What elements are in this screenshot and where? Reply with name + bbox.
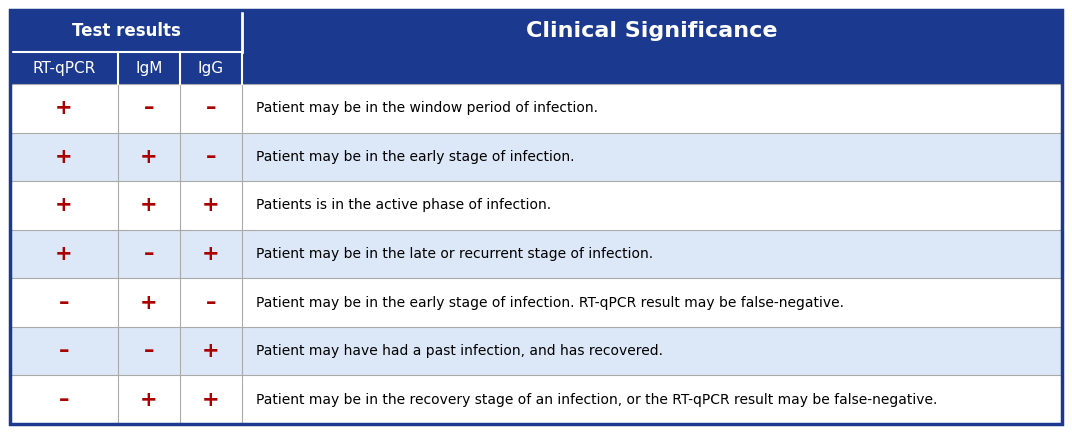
Bar	[242, 181, 1062, 230]
Bar	[10, 52, 118, 84]
Bar	[180, 327, 242, 375]
Bar	[242, 132, 1062, 181]
Text: +: +	[203, 390, 220, 410]
Text: Patient may be in the window period of infection.: Patient may be in the window period of i…	[256, 101, 598, 115]
Bar	[10, 327, 118, 375]
Text: –: –	[144, 244, 154, 264]
Bar	[10, 230, 118, 278]
Bar	[118, 132, 180, 181]
Bar	[242, 230, 1062, 278]
Bar	[180, 230, 242, 278]
Bar	[242, 10, 1062, 52]
Text: Patient may be in the recovery stage of an infection, or the RT-qPCR result may : Patient may be in the recovery stage of …	[256, 393, 937, 407]
Text: –: –	[206, 293, 217, 312]
Bar	[10, 84, 118, 132]
Text: +: +	[203, 341, 220, 361]
Bar	[242, 327, 1062, 375]
Text: +: +	[55, 98, 73, 118]
Text: Patients is in the active phase of infection.: Patients is in the active phase of infec…	[256, 198, 551, 212]
Text: +: +	[140, 390, 158, 410]
Bar	[180, 278, 242, 327]
Text: RT-qPCR: RT-qPCR	[32, 60, 95, 76]
Text: –: –	[144, 98, 154, 118]
Bar	[180, 84, 242, 132]
Bar	[118, 52, 180, 84]
Bar	[180, 52, 242, 84]
Bar	[118, 84, 180, 132]
Bar	[118, 375, 180, 424]
Bar	[180, 181, 242, 230]
Bar	[118, 327, 180, 375]
Bar	[10, 278, 118, 327]
Bar	[242, 278, 1062, 327]
Text: –: –	[59, 341, 70, 361]
Text: –: –	[206, 98, 217, 118]
Text: –: –	[59, 293, 70, 312]
Bar	[242, 375, 1062, 424]
Text: +: +	[203, 244, 220, 264]
Text: Patient may be in the early stage of infection. RT-qPCR result may be false-nega: Patient may be in the early stage of inf…	[256, 296, 844, 309]
Bar	[118, 278, 180, 327]
Bar	[10, 132, 118, 181]
Text: +: +	[203, 195, 220, 215]
Text: Patient may be in the late or recurrent stage of infection.: Patient may be in the late or recurrent …	[256, 247, 653, 261]
Text: +: +	[140, 147, 158, 167]
Text: IgG: IgG	[198, 60, 224, 76]
Bar	[180, 375, 242, 424]
Text: Patient may be in the early stage of infection.: Patient may be in the early stage of inf…	[256, 150, 575, 164]
Text: –: –	[206, 147, 217, 167]
Bar	[242, 84, 1062, 132]
Bar	[242, 52, 1062, 84]
Text: Patient may have had a past infection, and has recovered.: Patient may have had a past infection, a…	[256, 344, 662, 358]
Text: Test results: Test results	[72, 22, 180, 40]
Bar	[118, 230, 180, 278]
Text: IgM: IgM	[135, 60, 163, 76]
Text: +: +	[140, 293, 158, 312]
Bar	[180, 132, 242, 181]
Text: Clinical Significance: Clinical Significance	[526, 21, 778, 41]
Bar	[10, 375, 118, 424]
Text: –: –	[144, 341, 154, 361]
Bar	[10, 181, 118, 230]
Bar	[10, 10, 242, 52]
Text: +: +	[55, 244, 73, 264]
Text: +: +	[55, 147, 73, 167]
Text: +: +	[55, 195, 73, 215]
Text: +: +	[140, 195, 158, 215]
Bar	[118, 181, 180, 230]
Text: –: –	[59, 390, 70, 410]
